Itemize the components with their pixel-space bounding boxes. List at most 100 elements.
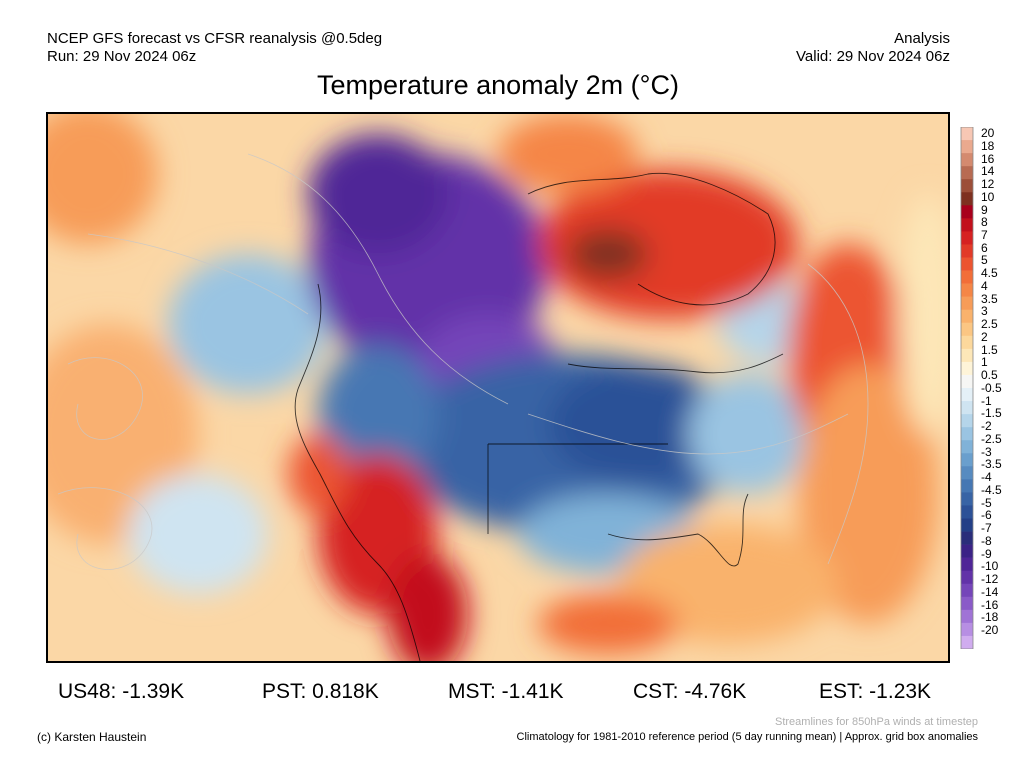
colorbar-tick-label: -0.5 bbox=[981, 380, 1002, 395]
colorbar-tick-label: -1.5 bbox=[981, 406, 1002, 421]
colorbar-swatch bbox=[961, 153, 973, 167]
colorbar-swatch bbox=[961, 322, 973, 337]
colorbar-swatch bbox=[961, 127, 973, 141]
colorbar-tick-label: -8 bbox=[981, 533, 992, 548]
colorbar-tick-label: 0.5 bbox=[981, 368, 998, 383]
colorbar-tick-label: 4.5 bbox=[981, 266, 998, 281]
colorbar-tick-label: -1 bbox=[981, 393, 992, 408]
colorbar-tick-label: 10 bbox=[981, 189, 995, 204]
colorbar-swatch bbox=[961, 570, 973, 585]
model-description: NCEP GFS forecast vs CFSR reanalysis @0.… bbox=[47, 30, 383, 47]
colorbar-swatch bbox=[961, 479, 973, 493]
colorbar-tick-label: 14 bbox=[981, 164, 995, 179]
run-time: Run: 29 Nov 2024 06z bbox=[47, 48, 197, 65]
colorbar-swatch bbox=[961, 518, 973, 532]
colorbar-swatch bbox=[961, 492, 973, 506]
stat-mst: MST: -1.41K bbox=[448, 680, 564, 703]
colorbar-tick-label: 6 bbox=[981, 240, 988, 255]
colorbar-swatch bbox=[961, 309, 973, 324]
colorbar-tick-label: -18 bbox=[981, 610, 999, 625]
colorbar-swatch bbox=[961, 140, 973, 154]
regional-stats: US48: -1.39K PST: 0.818K MST: -1.41K CST… bbox=[0, 680, 1024, 706]
colorbar-tick-label: 2.5 bbox=[981, 317, 998, 332]
stat-est: EST: -1.23K bbox=[819, 680, 932, 703]
colorbar-swatch bbox=[961, 348, 973, 363]
colorbar-tick-label: -2.5 bbox=[981, 431, 1002, 446]
colorbar-tick-label: 1 bbox=[981, 355, 988, 370]
colorbar-swatch bbox=[961, 557, 973, 571]
analysis-label: Analysis bbox=[894, 30, 950, 47]
run-info: NCEP GFS forecast vs CFSR reanalysis @0.… bbox=[47, 30, 382, 66]
colorbar-tick-label: -9 bbox=[981, 546, 992, 561]
colorbar-tick-label: -12 bbox=[981, 572, 999, 586]
colorbar-tick-label: 7 bbox=[981, 227, 988, 242]
colorbar-swatch bbox=[961, 453, 973, 467]
colorbar-swatch bbox=[961, 218, 973, 232]
stat-cst: CST: -4.76K bbox=[633, 680, 747, 703]
colorbar-tick-label: 4 bbox=[981, 278, 988, 293]
colorbar-swatch bbox=[961, 179, 973, 193]
colorbar-tick-label: -6 bbox=[981, 508, 992, 523]
credit: (c) Karsten Haustein bbox=[37, 730, 147, 744]
colorbar-swatch bbox=[961, 257, 973, 271]
colorbar-outline bbox=[960, 127, 974, 649]
stat-us48: US48: -1.39K bbox=[58, 680, 185, 703]
colorbar-swatch bbox=[961, 231, 973, 245]
colorbar-tick-label: 1.5 bbox=[981, 342, 998, 357]
anomaly-map-graphic bbox=[48, 114, 948, 661]
colorbar-swatch bbox=[961, 596, 973, 611]
stat-pst: PST: 0.818K bbox=[262, 680, 379, 703]
colorbar-tick-label: -16 bbox=[981, 597, 999, 612]
colorbar-swatch bbox=[961, 166, 973, 180]
anomaly-map bbox=[46, 112, 950, 663]
colorbar-tick-label: 5 bbox=[981, 253, 988, 268]
colorbar-tick-label: -14 bbox=[981, 584, 999, 599]
colorbar-swatch bbox=[961, 374, 973, 389]
colorbar-tick-label: -4 bbox=[981, 470, 992, 485]
map-title: Temperature anomaly 2m (°C) bbox=[317, 70, 679, 100]
colorbar-tick-label: -3 bbox=[981, 444, 992, 459]
colorbar-swatch bbox=[961, 205, 973, 219]
colorbar-swatch bbox=[961, 531, 973, 545]
colorbar-swatch bbox=[961, 505, 973, 519]
colorbar-swatch bbox=[961, 414, 973, 428]
colorbar-swatch bbox=[961, 544, 973, 558]
colorbar-swatch bbox=[961, 466, 973, 480]
colorbar-swatch bbox=[961, 583, 973, 598]
colorbar-swatch bbox=[961, 401, 973, 415]
colorbar-tick-label: -2 bbox=[981, 419, 992, 434]
colorbar-swatch bbox=[961, 244, 973, 258]
colorbar-swatch bbox=[961, 283, 973, 297]
colorbar-tick-label: 2 bbox=[981, 329, 988, 344]
colorbar-tick-label: -4.5 bbox=[981, 482, 1002, 497]
colorbar-tick-label: 3 bbox=[981, 304, 988, 319]
valid-time: Valid: 29 Nov 2024 06z bbox=[796, 48, 950, 65]
colorbar-swatch bbox=[961, 635, 973, 649]
streamlines-note: Streamlines for 850hPa winds at timestep bbox=[775, 716, 978, 728]
colorbar-tick-label: 3.5 bbox=[981, 291, 998, 306]
colorbar-tick-label: 8 bbox=[981, 215, 988, 230]
colorbar-swatch bbox=[961, 427, 973, 441]
colorbar-tick-label: -10 bbox=[981, 559, 999, 574]
colorbar-swatch bbox=[961, 622, 973, 637]
colorbar bbox=[960, 127, 974, 649]
colorbar-tick-label: 20 bbox=[981, 126, 995, 140]
colorbar-tick-label: -3.5 bbox=[981, 457, 1002, 472]
colorbar-swatch bbox=[961, 335, 973, 350]
colorbar-swatch bbox=[961, 296, 973, 310]
colorbar-swatch bbox=[961, 440, 973, 454]
colorbar-swatch bbox=[961, 388, 973, 402]
valid-info: Analysis Valid: 29 Nov 2024 06z bbox=[796, 30, 950, 66]
colorbar-swatch bbox=[961, 192, 973, 206]
colorbar-tick-label: -5 bbox=[981, 495, 992, 510]
colorbar-tick-label: 16 bbox=[981, 151, 995, 166]
climatology-note: Climatology for 1981-2010 reference peri… bbox=[516, 731, 978, 743]
colorbar-tick-label: -7 bbox=[981, 521, 992, 536]
colorbar-swatch bbox=[961, 270, 973, 284]
colorbar-tick-label: -20 bbox=[981, 623, 999, 637]
colorbar-swatch bbox=[961, 361, 973, 376]
colorbar-tick-label: 9 bbox=[981, 202, 988, 217]
colorbar-tick-label: 18 bbox=[981, 138, 995, 153]
colorbar-swatch bbox=[961, 609, 973, 624]
colorbar-tick-label: 12 bbox=[981, 177, 995, 191]
